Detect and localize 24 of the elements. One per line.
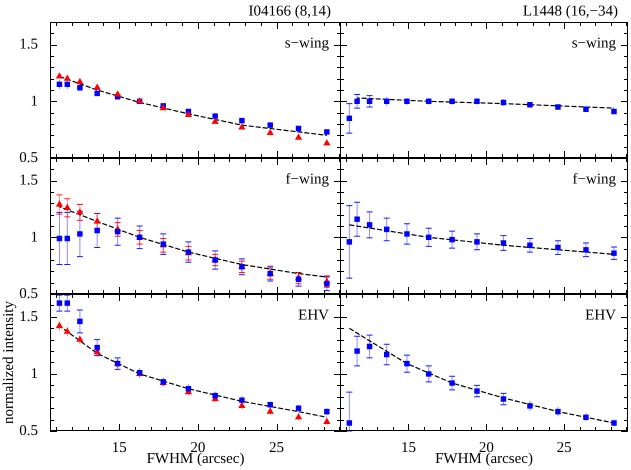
y-tick-label: 0.5 [19, 286, 38, 302]
annotation: s−wing [284, 35, 330, 52]
x-axis-title: FWHM (arcsec) [435, 450, 533, 467]
chart-title: I04166 (8,14) [248, 3, 331, 20]
annotation: s−wing [572, 35, 616, 52]
y-tick-label: 1 [30, 93, 38, 110]
y-tick-label: 1.5 [19, 308, 38, 325]
x-tick-label: 25 [556, 440, 572, 456]
y-tick-label: 1 [30, 229, 38, 246]
y-tick-label: 0.5 [19, 422, 38, 439]
annotation: f−wing [572, 171, 616, 188]
y-tick-label: 1.5 [19, 36, 38, 53]
x-tick-label: 25 [269, 440, 284, 456]
x-tick-label: 15 [400, 440, 416, 456]
annotation: EHV [585, 307, 616, 324]
x-axis-title: FWHM (arcsec) [146, 450, 244, 467]
y-tick-label: 1.5 [19, 172, 38, 189]
y-axis-title: normalized intensity [0, 300, 17, 424]
chart-title: L1448 (16,−34) [522, 3, 618, 20]
annotation: EHV [298, 307, 330, 324]
x-tick-label: 15 [112, 440, 127, 456]
annotation: f−wing [286, 171, 330, 188]
y-tick-label: 0.5 [19, 150, 38, 166]
y-tick-label: 1 [30, 366, 38, 382]
